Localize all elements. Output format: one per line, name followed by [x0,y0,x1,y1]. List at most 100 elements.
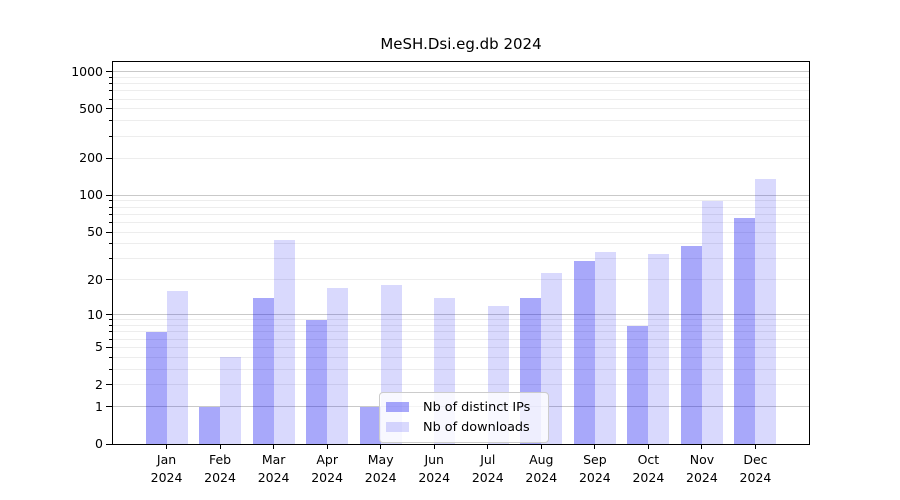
x-tick-label-line: 2024 [150,470,183,486]
gridline-major [113,194,809,196]
y-tick [106,384,112,386]
y-tick-label: 1 [95,398,103,414]
x-tick-label: Jun 2024 [402,451,466,487]
gridline-minor [113,200,809,202]
x-tick-label: Sep 2024 [563,451,627,487]
x-tick-label: May 2024 [349,451,413,487]
x-tick-label-line: 2024 [739,470,772,486]
y-tick-label: 50 [87,224,103,239]
x-tick-label: Mar 2024 [242,451,306,487]
x-tick-label-line: 2024 [204,470,236,486]
gridline-minor [113,356,809,358]
x-tick [487,444,489,449]
bar-downloads [701,200,723,444]
gridline-minor [113,346,809,348]
x-tick-label-line: Dec [743,452,768,467]
y-minor-tick [109,90,112,92]
y-tick [106,157,112,159]
y-minor-tick [109,76,112,78]
y-minor-tick [109,98,112,100]
gridline-minor [113,213,809,215]
y-tick [106,314,112,316]
gridline-minor [113,279,809,281]
y-tick-label: 5 [95,339,103,355]
y-tick-label: 500 [79,100,103,116]
y-minor-tick [109,213,112,215]
gridline-minor [113,319,809,321]
bar-distinct-ips [252,298,274,444]
gridline-minor [113,384,809,386]
y-tick-label: 20 [87,271,103,287]
bar-downloads [648,253,670,444]
bar-distinct-ips [359,406,381,444]
gridline-minor [113,368,809,370]
x-tick-label: Oct 2024 [616,451,680,487]
gridline-minor [113,157,809,159]
x-tick-label-line: Aug [529,452,554,467]
y-minor-tick [109,319,112,321]
x-tick [647,444,649,449]
y-minor-tick [109,243,112,245]
x-tick-label: Jan 2024 [135,451,199,487]
legend-swatch-downloads-icon [386,422,409,432]
legend-label-distinct-ips: Nb of distinct IPs [423,399,531,415]
x-tick-label-line: Jul [480,452,496,467]
x-tick-label-line: 2024 [471,470,504,486]
y-minor-tick [109,331,112,333]
x-tick-label-line: Jun [424,452,444,467]
x-tick-label-line: Sep [583,452,607,467]
gridline-major [113,71,809,72]
y-tick [106,279,112,281]
y-minor-tick [109,206,112,208]
gridline-minor [113,98,809,100]
bar-distinct-ips [680,246,702,444]
bar-distinct-ips [145,331,167,444]
bar-distinct-ips [306,319,328,444]
legend-label-downloads: Nb of downloads [423,419,530,435]
gridline-minor [113,258,809,260]
x-tick-label-line: 2024 [257,470,290,486]
bar-downloads [755,179,777,444]
gridline-minor [113,331,809,333]
y-tick [106,108,112,110]
y-tick [106,71,112,72]
x-tick-label-line: 2024 [418,470,451,486]
y-tick [106,346,112,348]
y-tick [106,194,112,196]
gridline-minor [113,338,809,340]
x-tick [540,444,542,449]
y-minor-tick [109,83,112,85]
legend-swatch-distinct-ips-icon [386,402,409,412]
gridline-minor [113,108,809,110]
bar-downloads [327,288,349,444]
bar-downloads [220,357,242,444]
x-tick-label-line: Jan [156,452,177,467]
x-tick-label: Jul 2024 [456,451,520,487]
x-tick-label-line: Oct [637,452,660,467]
y-tick-label: 200 [79,150,103,166]
x-tick-label: Aug 2024 [509,451,573,487]
gridline-major [113,314,809,316]
bar-downloads [273,239,295,444]
x-tick [433,444,435,449]
chart-title: MeSH.Dsi.eg.db 2024 [380,35,542,53]
x-tick-label-line: Mar [261,452,286,467]
x-tick-label-line: 2024 [311,470,344,486]
bar-distinct-ips [734,218,756,444]
x-tick-label: Nov 2024 [670,451,734,487]
y-minor-tick [109,258,112,260]
x-tick-label-line: 2024 [525,470,558,486]
x-tick [380,444,382,449]
x-tick-label-line: Nov [689,452,715,467]
x-tick-label-line: Feb [208,452,232,467]
x-tick [273,444,275,449]
x-tick-label-line: 2024 [364,470,397,486]
x-tick-label-line: May [367,452,394,467]
x-tick-label-line: 2024 [686,470,718,486]
x-tick [166,444,168,449]
y-minor-tick [109,221,112,223]
x-tick-label: Apr 2024 [295,451,359,487]
y-tick [106,406,112,408]
legend-item-distinct-ips: Nb of distinct IPs [386,397,540,417]
